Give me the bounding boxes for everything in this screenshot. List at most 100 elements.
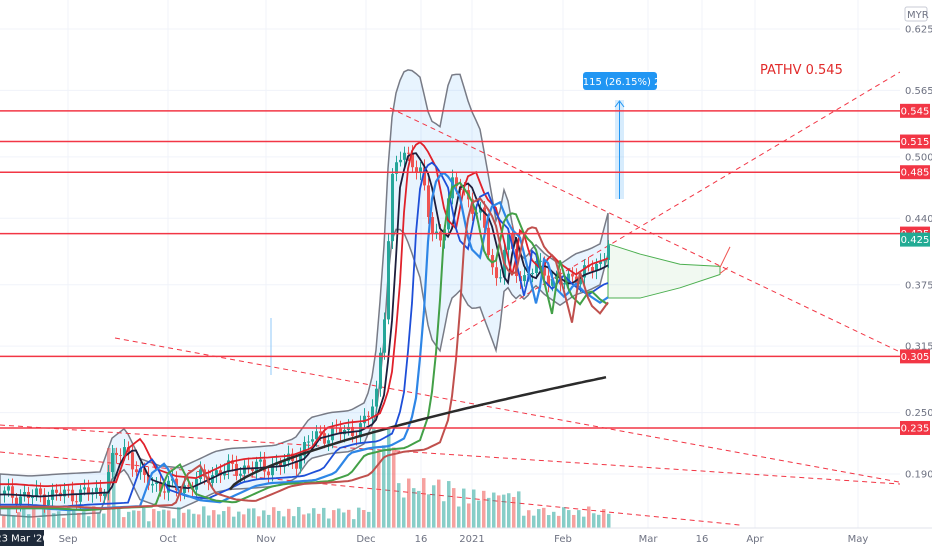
candle-body — [531, 272, 534, 275]
volume-bar — [317, 513, 321, 528]
x-tick-label: 2021 — [459, 534, 484, 545]
y-tick-label: 0.250 — [905, 408, 932, 419]
volume-bar — [462, 488, 466, 528]
volume-bar — [232, 516, 236, 528]
volume-bar — [297, 506, 301, 528]
candle-body — [15, 497, 18, 505]
volume-bar — [387, 428, 391, 528]
volume-bar — [607, 513, 611, 528]
candle-body — [151, 483, 154, 486]
volume-bar — [322, 507, 326, 528]
volume-bar — [32, 509, 36, 528]
currency-box — [904, 6, 928, 22]
volume-bar — [42, 509, 46, 528]
volume-bar — [122, 517, 126, 528]
candle-body — [259, 459, 262, 462]
start-date-tag — [0, 530, 44, 546]
volume-bar — [542, 507, 546, 528]
candle-body — [307, 441, 310, 443]
candle-body — [227, 460, 230, 472]
time-axis[interactable]: Sep Oct Nov Dec 16 2021 Feb Mar 16 Apr May 23 Mar '… — [0, 527, 932, 550]
candle-body — [283, 461, 286, 467]
volume-bar — [222, 511, 226, 528]
volume-bar — [292, 516, 296, 528]
axis-background — [900, 0, 932, 550]
volume-bar — [572, 514, 576, 528]
volume-bar — [367, 511, 371, 528]
volume-bar — [502, 494, 506, 528]
price-level-tag — [900, 134, 930, 149]
candle-body — [95, 487, 98, 493]
volume-bar — [57, 511, 61, 528]
volume-bar — [422, 478, 426, 528]
trend-line — [114, 337, 916, 486]
candle-body — [143, 468, 146, 475]
ma-brown-line — [0, 196, 609, 510]
volume-bar — [507, 493, 511, 528]
volume-bar — [532, 515, 536, 528]
volume-bar — [372, 428, 376, 528]
volume-bar — [212, 510, 216, 528]
volume-bar — [257, 516, 261, 528]
candle-body — [271, 465, 274, 476]
volume-bar — [487, 497, 491, 528]
volume-bar — [97, 513, 101, 528]
volume-bar — [512, 496, 516, 528]
candle-body — [211, 475, 214, 484]
measure-label: 0.115 (26.15%) 23 — [573, 77, 667, 88]
volume-bar — [337, 508, 341, 528]
volume-bar — [182, 512, 186, 528]
candle-body — [39, 488, 42, 495]
volume-bar — [87, 516, 91, 528]
volume-bar — [247, 508, 251, 528]
volume-bar — [7, 507, 11, 528]
volume-bar — [67, 507, 71, 528]
volume-bar — [577, 510, 581, 528]
volume-bar — [377, 452, 381, 528]
volume-bar — [17, 512, 21, 528]
volume-bar — [597, 514, 601, 528]
candle-body — [135, 469, 138, 473]
price-level-tag — [900, 349, 930, 364]
candle-body — [159, 482, 162, 492]
x-tick-label: Oct — [159, 534, 176, 545]
y-tick-label: 0.375 — [905, 280, 932, 291]
candle-body — [75, 501, 78, 503]
volume-bar — [127, 511, 131, 528]
volume-bar — [362, 510, 366, 528]
candle-body — [423, 167, 426, 186]
candle-body — [543, 260, 546, 276]
volume-bar — [437, 479, 441, 528]
volume-bar — [277, 510, 281, 528]
volume-bar — [227, 506, 231, 528]
ma-red-line — [0, 141, 609, 487]
candle-body — [79, 489, 82, 502]
volume-bar — [237, 511, 241, 528]
volume-bar — [352, 519, 356, 528]
price-level-label: 0.485 — [901, 168, 930, 179]
volume-bars — [2, 428, 611, 528]
volume-bar — [12, 515, 16, 528]
candle-body — [371, 406, 374, 417]
candle-body — [187, 485, 190, 487]
candle-body — [387, 241, 390, 320]
candle-body — [319, 431, 322, 434]
candle-body — [47, 499, 50, 506]
x-tick-label: 16 — [696, 534, 709, 545]
trend-line — [389, 107, 901, 353]
volume-bar — [77, 513, 81, 528]
volume-bar — [312, 508, 316, 528]
volume-bar — [162, 509, 166, 528]
candle-body — [71, 489, 74, 502]
candle-body — [247, 465, 250, 469]
candle-body — [567, 273, 570, 284]
volume-bar — [287, 508, 291, 528]
candle-body — [311, 439, 314, 442]
ma-200-line — [229, 375, 607, 491]
pathv-annotation: PATHV 0.545 — [760, 63, 843, 78]
price-level-tag — [900, 165, 930, 180]
candle-body — [43, 494, 46, 506]
candle-body — [99, 487, 102, 497]
